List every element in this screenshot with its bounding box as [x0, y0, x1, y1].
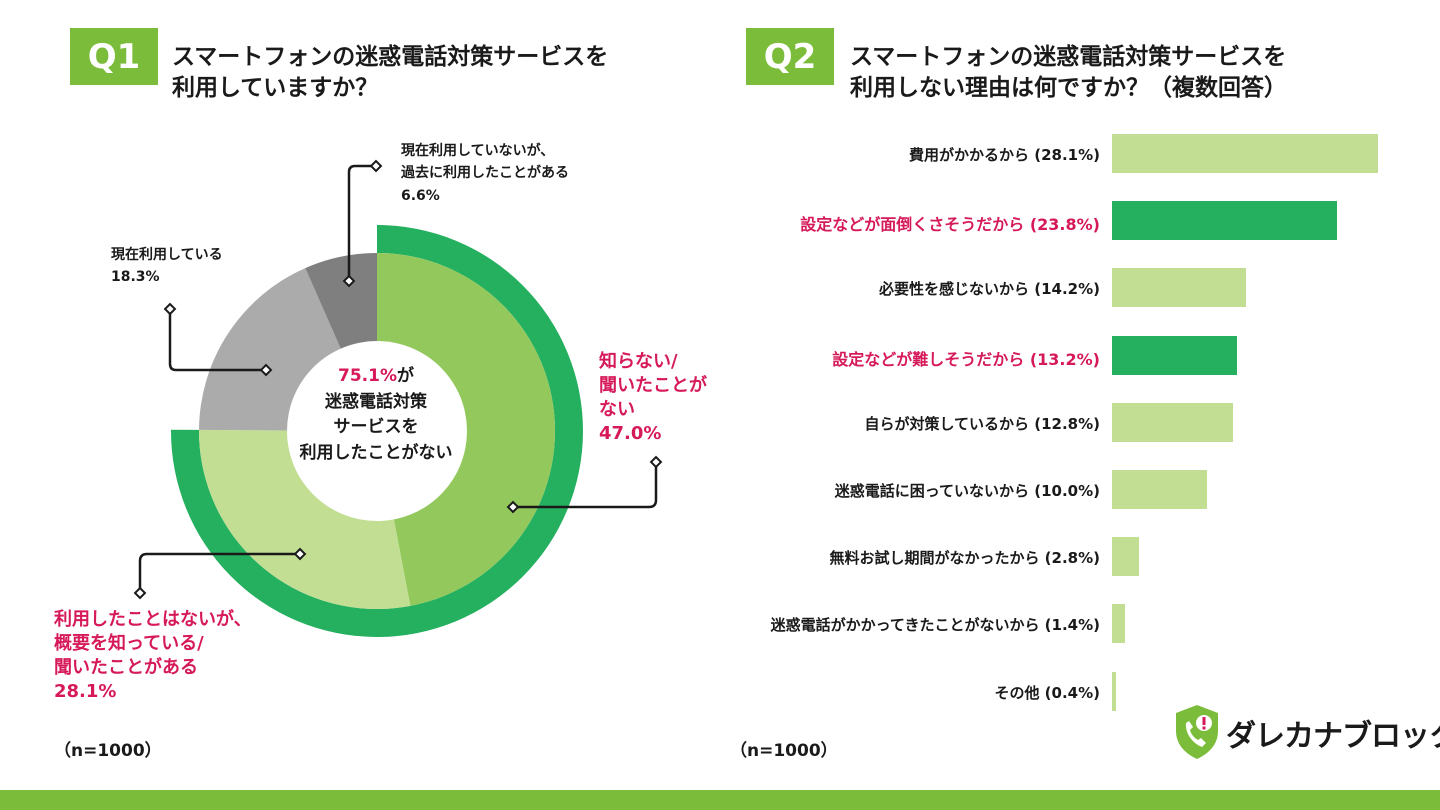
- bar-1: [1112, 201, 1338, 241]
- bar-label-1: 設定などが面倒くさそうだから (23.8%): [800, 215, 1100, 235]
- label-line: 18.3%: [111, 269, 160, 286]
- label-line: 概要を知っている/: [54, 632, 204, 654]
- bar-axis: [1112, 130, 1113, 712]
- donut-hole: [287, 341, 467, 521]
- marker: [259, 363, 273, 377]
- center-percent: 75.1%: [338, 366, 397, 386]
- label-unknown: 知らない/ 聞いたことが ない 47.0%: [599, 350, 707, 446]
- q2-sample-size: （n=1000）: [730, 741, 838, 761]
- bar-label-4: 自らが対策しているから (12.8%): [864, 414, 1100, 433]
- leader-markers: [133, 159, 663, 600]
- logo-text: ダレカナブロック: [1226, 719, 1440, 754]
- q1-title-line: 利用していますか？: [172, 75, 379, 102]
- q1-title: スマートフォンの迷惑電話対策サービスを 利用していますか？: [172, 42, 608, 104]
- donut-center-text: 75.1%が 迷惑電話対策 サービスを 利用したことがない: [288, 364, 464, 466]
- label-line: 28.1%: [54, 680, 117, 702]
- label-line: 聞いたことが: [599, 374, 707, 396]
- label-aware: 利用したことはないが、 概要を知っている/ 聞いたことがある 28.1%: [54, 608, 252, 704]
- leader-past: [347, 164, 376, 281]
- bar-2: [1112, 268, 1247, 308]
- leader-lines: [138, 164, 658, 593]
- bar-4: [1112, 402, 1234, 442]
- bar-5: [1112, 470, 1207, 509]
- bar-label-6: 無料お試し期間がなかったから (2.8%): [829, 549, 1100, 568]
- marker: [163, 302, 177, 316]
- marker: [649, 455, 663, 469]
- q2-title-line: スマートフォンの迷惑電話対策サービスを: [850, 44, 1287, 70]
- leader-unknown: [513, 462, 658, 509]
- label-line: 知らない/: [599, 351, 678, 372]
- marker: [293, 547, 307, 561]
- marker: [342, 274, 356, 288]
- label-line: 現在利用している: [111, 247, 223, 263]
- marker: [369, 159, 383, 173]
- bar-label-8: その他 (0.4%): [994, 683, 1100, 702]
- shield-phone-icon: [1176, 705, 1218, 759]
- q2-badge: Q2: [746, 28, 834, 85]
- label-line: 6.6%: [401, 187, 440, 204]
- leader-aware: [138, 552, 300, 593]
- bar-label-2: 必要性を感じないから (14.2%): [879, 280, 1100, 299]
- q1-title-line: スマートフォンの迷惑電話対策サービスを: [172, 44, 609, 70]
- label-line: 現在利用していないが、: [401, 143, 555, 159]
- leader-current: [168, 309, 266, 372]
- bar-label-0: 費用がかかるから (28.1%): [909, 146, 1100, 164]
- bar-0: [1112, 134, 1378, 173]
- label-line: ない: [599, 398, 635, 420]
- footer-bar: [0, 790, 1440, 810]
- bar-label-5: 迷惑電話に困っていないから (10.0%): [834, 482, 1100, 500]
- center-line: 利用したことがない: [299, 442, 453, 463]
- bar-8: [1112, 671, 1116, 711]
- label-line: 利用したことはないが、: [54, 609, 252, 630]
- bar-7: [1112, 604, 1126, 644]
- bar-6: [1112, 537, 1139, 577]
- marker: [133, 586, 147, 600]
- logo: ダレカナブロック: [1172, 703, 1440, 761]
- q1-sample-size: （n=1000）: [54, 741, 162, 761]
- label-line: 聞いたことがある: [54, 656, 198, 678]
- bar-3: [1112, 335, 1237, 375]
- label-line: 47.0%: [599, 422, 662, 444]
- q1-badge: Q1: [70, 28, 158, 85]
- label-past: 現在利用していないが、 過去に利用したことがある 6.6%: [401, 140, 569, 207]
- q2-title-line: 利用しない理由は何ですか？（複数回答）: [850, 75, 1287, 102]
- label-line: 過去に利用したことがある: [401, 165, 569, 182]
- center-line-1: 75.1%が: [288, 364, 464, 390]
- center-line: サービスを: [333, 417, 419, 437]
- bar-label-3: 設定などが難しそうだから (13.2%): [832, 349, 1100, 369]
- marker: [506, 500, 520, 514]
- label-current: 現在利用している 18.3%: [111, 244, 223, 289]
- center-line: 迷惑電話対策: [325, 391, 427, 412]
- bar-label-7: 迷惑電話がかかってきたことがないから (1.4%): [770, 616, 1100, 635]
- center-suffix: が: [396, 366, 414, 386]
- q2-title: スマートフォンの迷惑電話対策サービスを 利用しない理由は何ですか？（複数回答）: [850, 42, 1287, 104]
